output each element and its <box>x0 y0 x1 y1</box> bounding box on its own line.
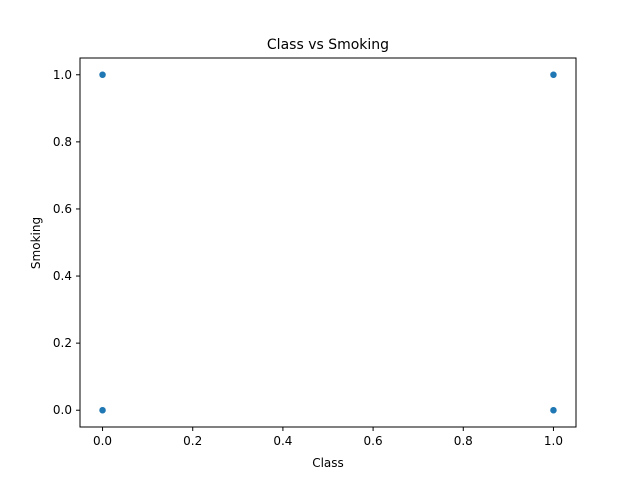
x-tick-label: 0.6 <box>364 434 383 448</box>
x-tick-label: 0.2 <box>183 434 202 448</box>
scatter-point <box>549 406 558 414</box>
y-axis-label: Smoking <box>29 217 43 269</box>
x-tick-label: 0.4 <box>273 434 292 448</box>
x-tick-label: 0.0 <box>93 434 112 448</box>
scatter-point <box>98 71 107 79</box>
x-tick-label: 0.8 <box>454 434 473 448</box>
y-tick-label: 0.2 <box>53 336 72 350</box>
scatter-point <box>98 406 107 414</box>
y-tick-label: 0.6 <box>53 202 72 216</box>
y-axis-ticks: 0.0 0.2 0.4 0.6 0.8 1.0 <box>53 68 80 417</box>
scatter-point <box>549 71 558 79</box>
chart-title: Class vs Smoking <box>267 37 389 53</box>
x-axis-ticks: 0.0 0.2 0.4 0.6 0.8 1.0 <box>93 427 563 448</box>
y-tick-label: 0.0 <box>53 403 72 417</box>
y-tick-label: 0.4 <box>53 269 72 283</box>
data-points <box>98 71 558 414</box>
y-tick-label: 1.0 <box>53 68 72 82</box>
x-tick-label: 1.0 <box>544 434 563 448</box>
y-tick-label: 0.8 <box>53 135 72 149</box>
plot-area <box>79 57 577 428</box>
x-axis-label: Class <box>312 456 344 470</box>
